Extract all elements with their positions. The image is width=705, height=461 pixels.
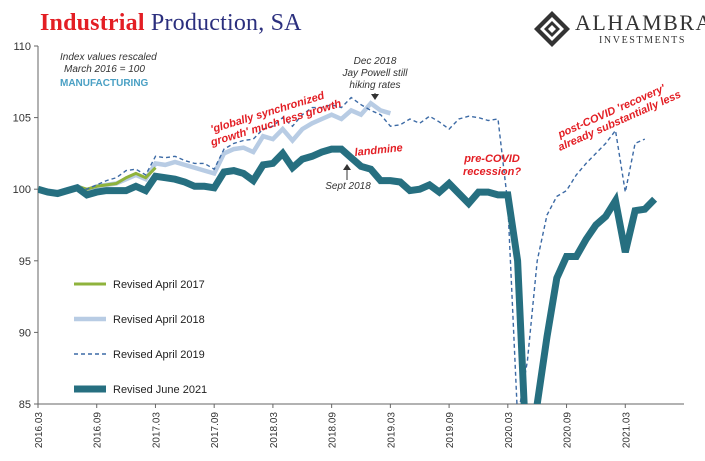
x-tick-label: 2017.03 — [151, 412, 162, 449]
y-tick-label: 110 — [13, 41, 31, 53]
chart-title: Industrial Production, SA — [40, 10, 302, 37]
legend-label: Revised April 2019 — [113, 349, 205, 361]
x-tick-label: 2018.03 — [269, 412, 280, 449]
annotation-arrowhead — [371, 94, 379, 100]
annotation-dec-2018: Jay Powell still — [341, 68, 408, 79]
annotation-landmine: landmine — [354, 142, 403, 159]
chart-title-word2: Production, SA — [150, 10, 302, 36]
note-series-label: MANUFACTURING — [60, 78, 149, 89]
legend-label: Revised April 2018 — [113, 314, 205, 326]
note-line: Index values rescaled — [60, 52, 157, 63]
annotation-pre-covid: pre-COVID — [463, 153, 520, 165]
legend-label: Revised April 2017 — [113, 279, 205, 291]
annotation-dec-2018: Dec 2018 — [354, 56, 397, 67]
y-tick-label: 95 — [19, 256, 31, 268]
y-tick-label: 90 — [19, 327, 31, 339]
x-tick-label: 2020.09 — [563, 412, 574, 449]
x-tick-label: 2017.09 — [210, 412, 221, 449]
x-tick-label: 2019.09 — [445, 412, 456, 449]
alhambra-logo: ALHAMBRA INVESTMENTS — [533, 8, 705, 50]
x-tick-label: 2018.09 — [328, 412, 339, 449]
annotation-pre-covid: recession? — [463, 166, 521, 178]
x-tick-label: 2019.03 — [386, 412, 397, 449]
annotation-arrowhead — [343, 164, 351, 170]
y-tick-label: 85 — [19, 399, 31, 411]
x-tick-label: 2021.03 — [621, 412, 632, 449]
x-tick-label: 2020.03 — [504, 412, 515, 449]
series-line-3 — [38, 96, 646, 404]
series-line-4 — [38, 145, 658, 404]
y-tick-label: 100 — [13, 184, 31, 196]
x-tick-label: 2016.09 — [93, 412, 104, 449]
legend-label: Revised June 2021 — [113, 384, 207, 396]
y-tick-label: 105 — [13, 113, 31, 125]
annotation-sept-2018: Sept 2018 — [325, 181, 371, 192]
note-line: March 2016 = 100 — [64, 64, 145, 75]
diamond-logo-icon — [534, 11, 570, 47]
chart-title-word1: Industrial — [40, 10, 145, 36]
logo-subtitle: INVESTMENTS — [599, 35, 687, 46]
logo-name: ALHAMBRA — [575, 10, 705, 35]
annotation-dec-2018: hiking rates — [349, 80, 400, 91]
x-tick-label: 2016.03 — [34, 412, 45, 449]
